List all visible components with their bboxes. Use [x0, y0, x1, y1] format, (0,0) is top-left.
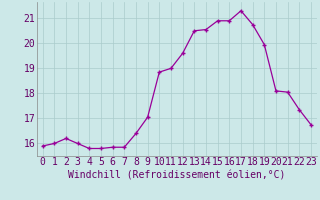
X-axis label: Windchill (Refroidissement éolien,°C): Windchill (Refroidissement éolien,°C): [68, 170, 285, 180]
